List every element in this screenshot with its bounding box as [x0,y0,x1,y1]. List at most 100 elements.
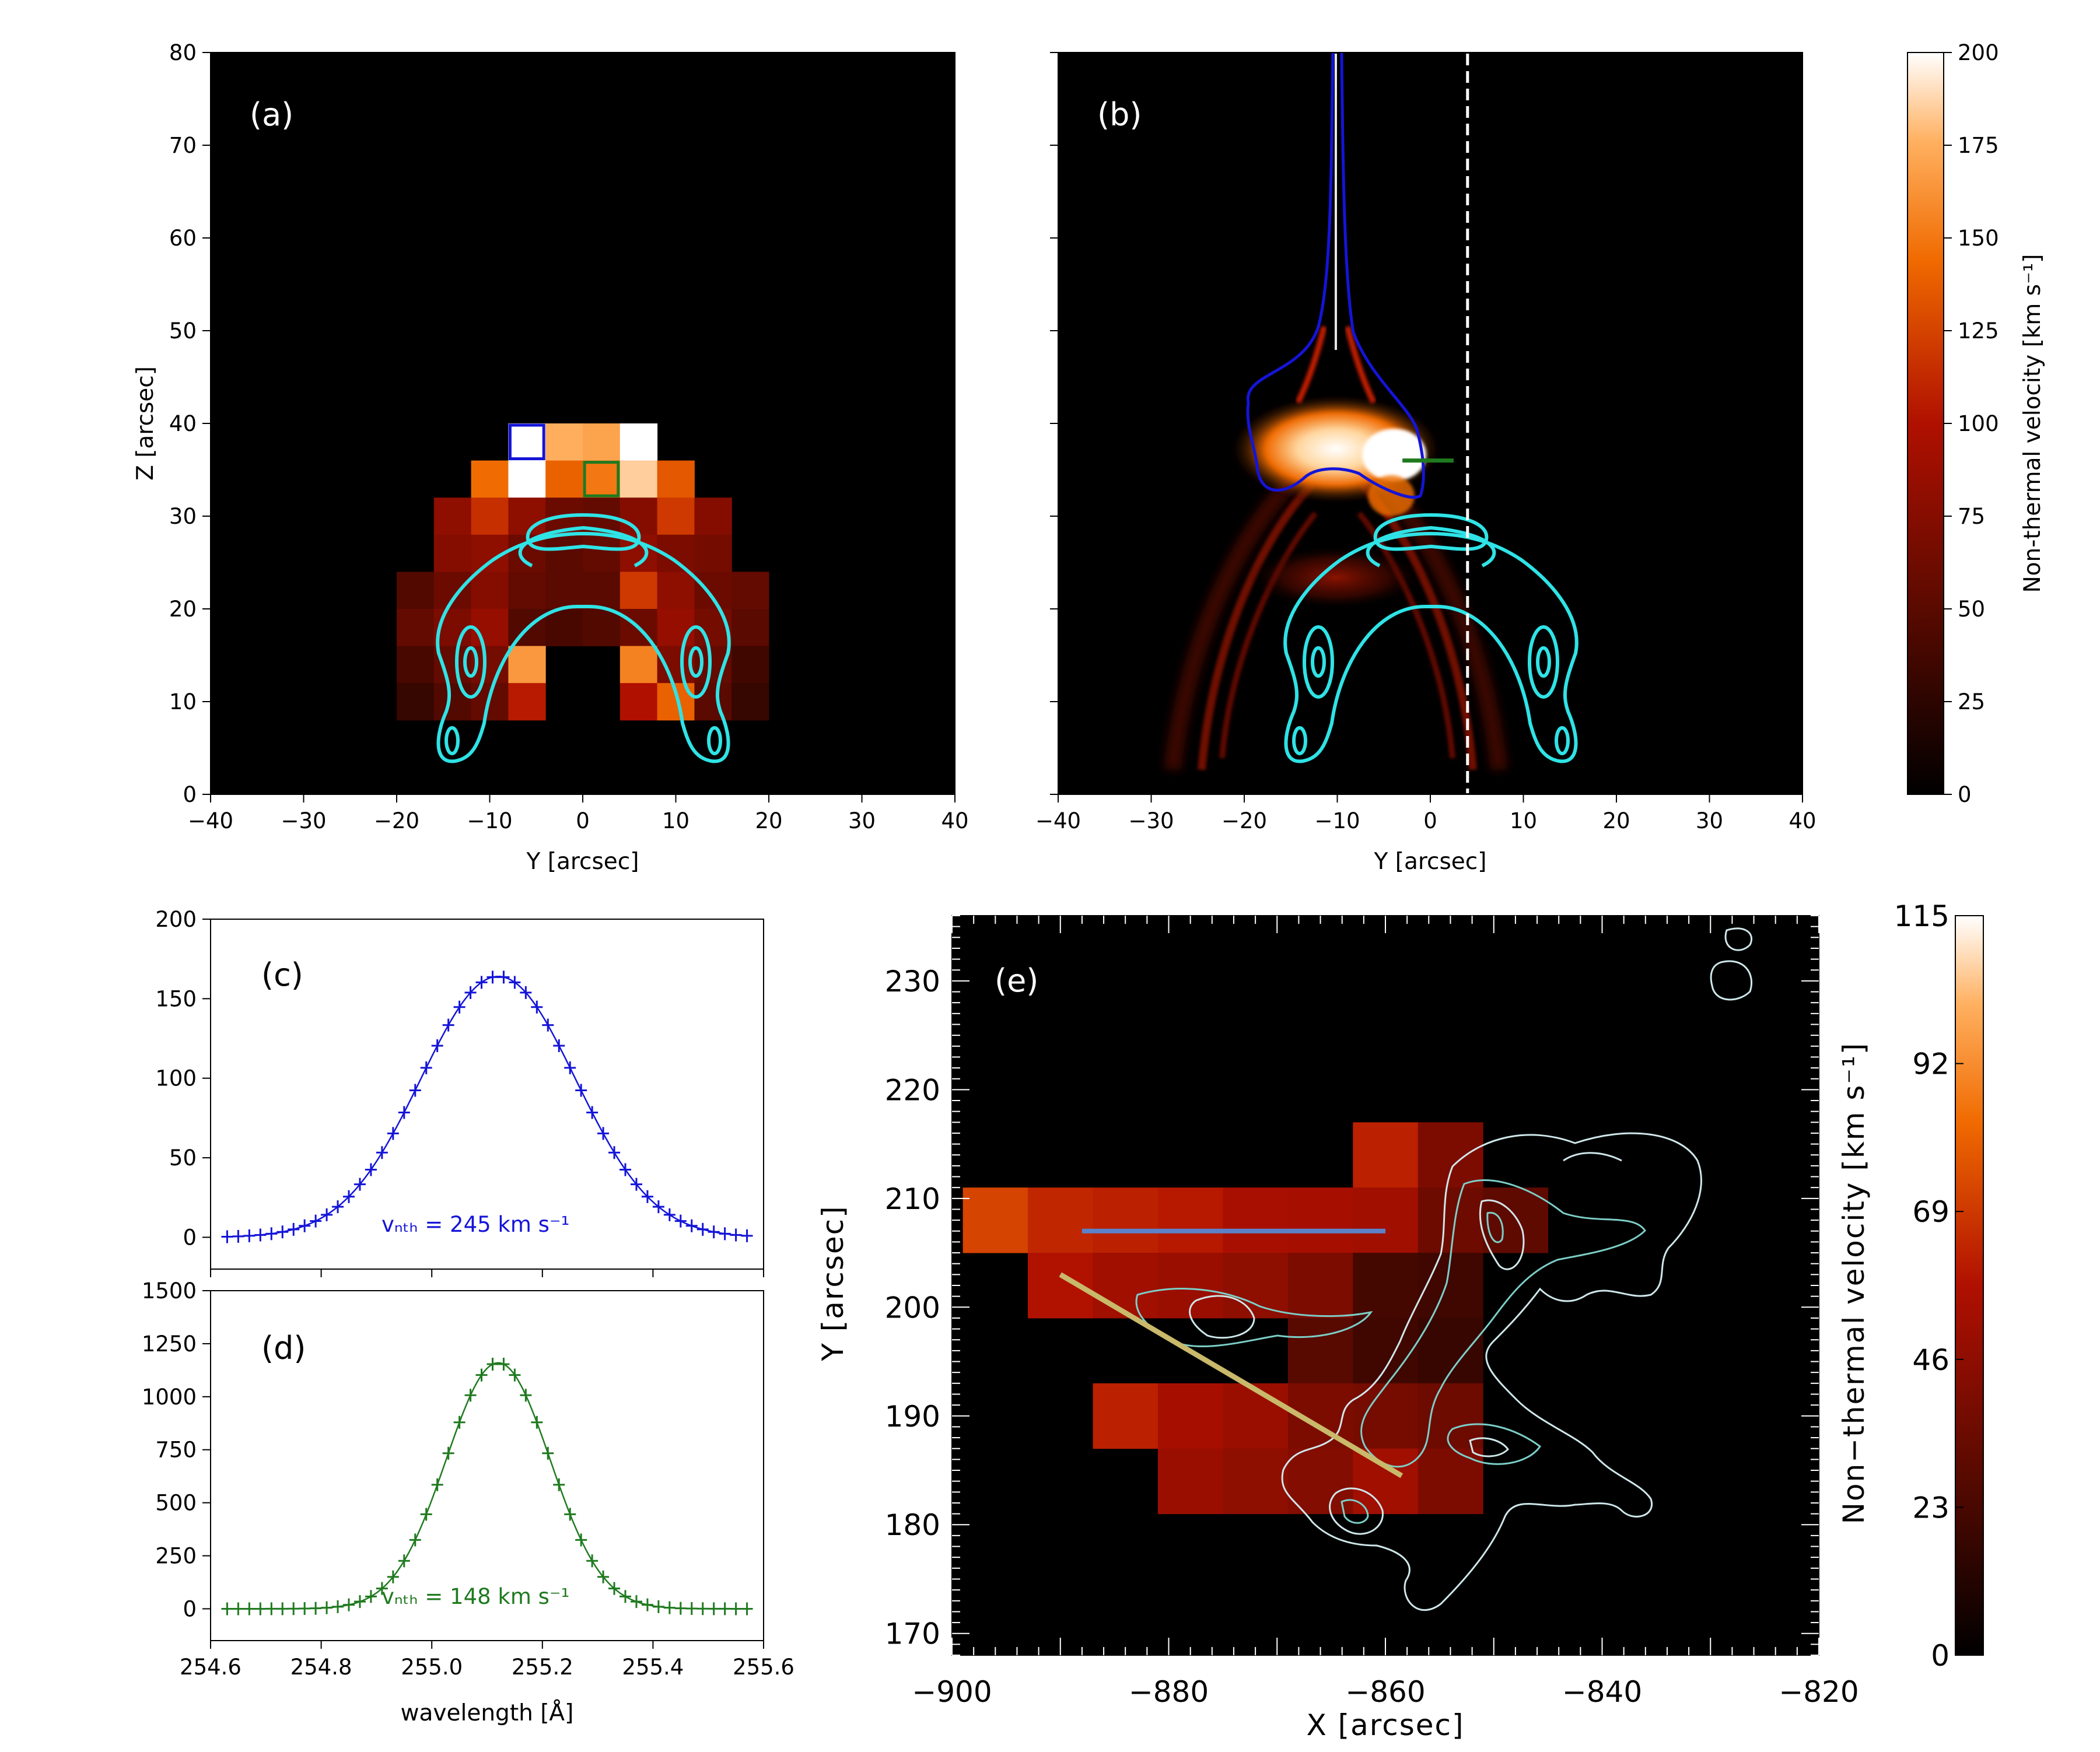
panel-a-xtick-label: −10 [467,808,512,833]
panel-a-cell [508,460,546,498]
panel-d-data-point [620,1590,631,1603]
panel-a-cell [397,683,435,721]
panel-e-cell [1418,1122,1483,1188]
colorbar-top: 0 25 50 75 100 125 150 175 200 Non-thermal veloc… [1907,40,2046,807]
panel-d-data-point [420,1508,432,1521]
panel-d-ytick-label: 750 [155,1438,197,1463]
panel-a-cell [620,423,658,461]
panel-e-cell [1287,1317,1353,1384]
panel-e-cell [1093,1187,1158,1253]
panel-c-data-point [376,1146,388,1159]
panel-b-xtick-label: −40 [1035,808,1081,833]
panel-c-ytick-label: 150 [155,986,197,1011]
panel-a-ytick-label: 10 [169,689,197,714]
panel-a-cell [657,460,695,498]
panel-d-data-point [531,1415,543,1429]
panel-c-data-point [299,1219,311,1232]
colorbar-top-tick-label: 125 [1958,318,1999,344]
panel-e-xtick-label: −840 [1562,1675,1642,1709]
panel-d-data-point [663,1601,676,1614]
panel-e-cell [1157,1383,1223,1449]
panel-a-ylabel: Z [arcsec] [132,366,159,481]
panel-d-annotation: vₙₜₕ = 148 km s⁻¹ [382,1584,569,1609]
panel-c-data-point [520,986,532,999]
panel-a-cell [732,609,769,647]
panel-d-data-point [265,1602,278,1616]
colorbar-top-tick-label: 75 [1958,504,1985,529]
panel-e-label: (e) [995,962,1038,999]
panel-e-yellow-line [1059,1272,1404,1478]
panel-b-xtick-label: 20 [1602,808,1630,833]
panel-a-cell [583,534,621,572]
colorbar-top-tick-label: 25 [1958,689,1985,714]
panel-d-data-point [475,1368,488,1382]
panel-e-ytick-label: 210 [885,1182,940,1216]
panel-a-cell [471,572,509,609]
panel-a-cell [508,646,546,684]
panel-c-data-point [630,1178,642,1191]
panel-e-cell [1353,1317,1419,1384]
panel-d-data-point [453,1415,466,1429]
panel-a-cell [508,497,546,535]
panel-e-xlabel: X [arcsec] [1306,1708,1464,1742]
colorbar-top-tick-label: 100 [1958,411,1999,436]
panel-a-cell [732,683,769,721]
panel-c-data-point [354,1178,366,1191]
panel-d-data-point [586,1554,598,1568]
panel-a-blue-box [508,423,545,461]
panel-c-data-point [321,1208,333,1221]
panel-d-data-point [520,1389,532,1402]
panel-d-ytick-label: 1000 [142,1385,197,1410]
colorbar-top-tick-label: 0 [1958,782,1972,807]
colorbar-top-label: Non-thermal velocity [km s⁻¹] [2020,254,2046,593]
panel-a-cell [508,683,546,721]
panel-d-data-point [343,1598,355,1611]
panel-a-cell [545,572,583,609]
panel-a-cell [694,572,732,609]
panel-e-cell [1223,1448,1289,1515]
panel-b-blue-contour [1246,52,1425,499]
panel-d-data-point [542,1446,554,1460]
panel-d-data-point [708,1602,720,1616]
colorbar-top-gradient [1907,52,1944,795]
panel-c-data-point [475,976,488,989]
colorbar-bottom-label: Non−thermal velocity [km s⁻¹] [1837,1042,1871,1525]
panel-d-data-point [741,1602,753,1616]
panel-d-ytick-label: 0 [183,1596,197,1621]
panel-b-xtick-label: 10 [1510,808,1537,833]
panel-c-data-point [575,1084,587,1097]
panel-a-xtick-label: −30 [281,808,326,833]
panel-a: (a) −40 −30 −20 −10 0 10 20 30 40 0 10 20 30 40 50 60 7… [132,40,969,875]
panel-a-xtick-label: 0 [576,808,590,833]
panel-a-xtick-label: 30 [848,808,876,833]
panel-d-xlabel: wavelength [Å] [401,1699,574,1726]
panel-c-data-point [254,1228,267,1242]
panel-d-ytick-label: 1250 [142,1331,197,1357]
panel-c-annotation: vₙₜₕ = 245 km s⁻¹ [382,1212,569,1237]
panel-d-data-point [630,1595,642,1609]
panel-c-data-point [586,1106,598,1119]
panel-a-cell [657,497,695,535]
panel-a-cell [545,534,583,572]
panel-a-cell [732,572,769,609]
colorbar-bottom-gradient [1955,915,1984,1656]
panel-d-data-point [288,1602,300,1616]
panel-c-data-point [652,1200,664,1214]
panel-a-cell [732,646,769,684]
panel-c-data-point [409,1084,421,1097]
panel-e-xtick-label: −880 [1129,1675,1209,1709]
panel-a-cell [433,683,472,721]
colorbar-top-tick-label: 50 [1958,597,1985,622]
panel-a-cell [471,460,509,498]
panel-a-cell [397,572,435,609]
panel-d-data-point [232,1602,244,1616]
colorbar-bottom-tick-label: 92 [1912,1047,1950,1081]
panel-c-data-point [641,1190,653,1203]
panel-b-contours [1283,513,1578,763]
panel-d-xtick-label: 254.6 [180,1655,242,1680]
panel-a-cell [508,572,546,609]
panel-d-data-point [276,1602,289,1616]
panel-e-cell [1418,1187,1483,1253]
panel-d-data-point [354,1595,366,1609]
panel-a-ytick-label: 60 [169,226,197,251]
